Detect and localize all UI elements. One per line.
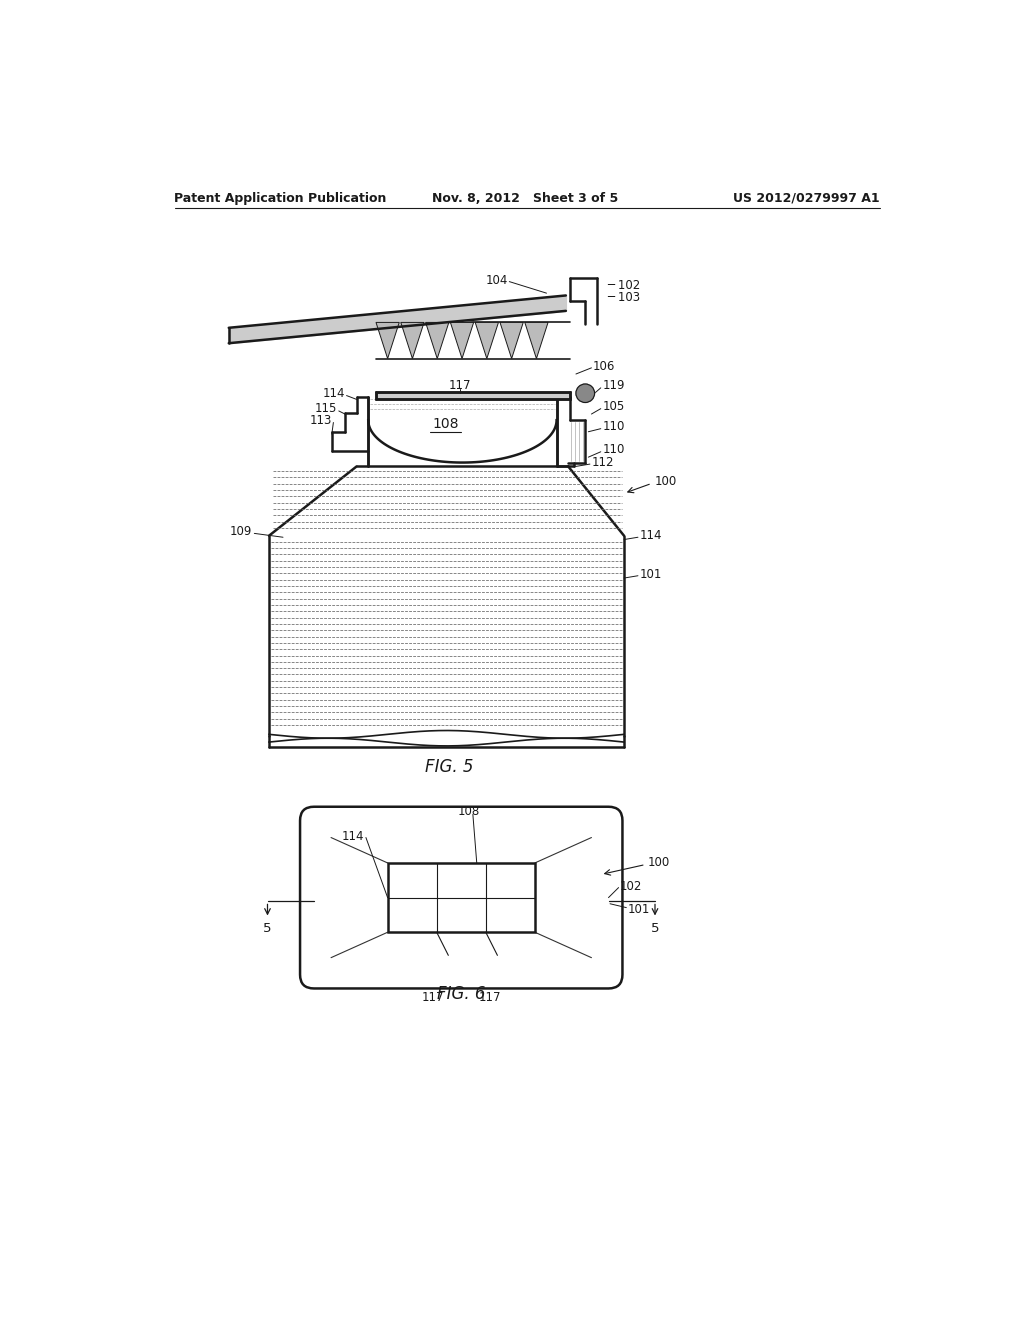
Text: 109: 109 (229, 525, 252, 539)
Text: 117: 117 (422, 991, 444, 1005)
Text: 100: 100 (647, 857, 670, 870)
Text: 114: 114 (342, 829, 365, 842)
Bar (376, 392, 569, 400)
Polygon shape (426, 322, 449, 359)
Text: 106: 106 (593, 360, 615, 372)
Text: 117: 117 (478, 991, 501, 1005)
Polygon shape (500, 322, 523, 359)
Circle shape (575, 384, 595, 403)
Text: 114: 114 (323, 387, 345, 400)
Text: 104: 104 (485, 273, 508, 286)
Polygon shape (475, 322, 499, 359)
Polygon shape (400, 322, 424, 359)
Polygon shape (524, 322, 548, 359)
Text: 5: 5 (650, 921, 659, 935)
Text: 115: 115 (314, 403, 337, 416)
Text: 101: 101 (640, 568, 662, 581)
Text: 105: 105 (602, 400, 625, 413)
Text: 100: 100 (655, 475, 677, 488)
Polygon shape (451, 322, 474, 359)
Text: 110: 110 (602, 444, 625, 455)
Text: 101: 101 (628, 903, 650, 916)
Text: 119: 119 (602, 379, 625, 392)
Text: FIG. 5: FIG. 5 (425, 758, 474, 776)
FancyBboxPatch shape (300, 807, 623, 989)
Text: 112: 112 (592, 455, 614, 469)
Text: 102: 102 (621, 879, 642, 892)
Text: Nov. 8, 2012   Sheet 3 of 5: Nov. 8, 2012 Sheet 3 of 5 (432, 191, 617, 205)
Text: 108: 108 (432, 417, 459, 432)
Text: ─ 103: ─ 103 (607, 290, 640, 304)
Text: 5: 5 (263, 921, 271, 935)
Text: 113: 113 (309, 413, 332, 426)
Text: US 2012/0279997 A1: US 2012/0279997 A1 (733, 191, 880, 205)
Text: ─ 102: ─ 102 (607, 279, 640, 292)
Text: 117: 117 (449, 379, 471, 392)
Text: Patent Application Publication: Patent Application Publication (174, 191, 387, 205)
Text: 108: 108 (458, 805, 480, 818)
Bar (388, 863, 535, 932)
Text: FIG. 6: FIG. 6 (437, 985, 485, 1003)
Text: 114: 114 (640, 529, 662, 543)
Text: 110: 110 (602, 420, 625, 433)
Polygon shape (376, 322, 399, 359)
